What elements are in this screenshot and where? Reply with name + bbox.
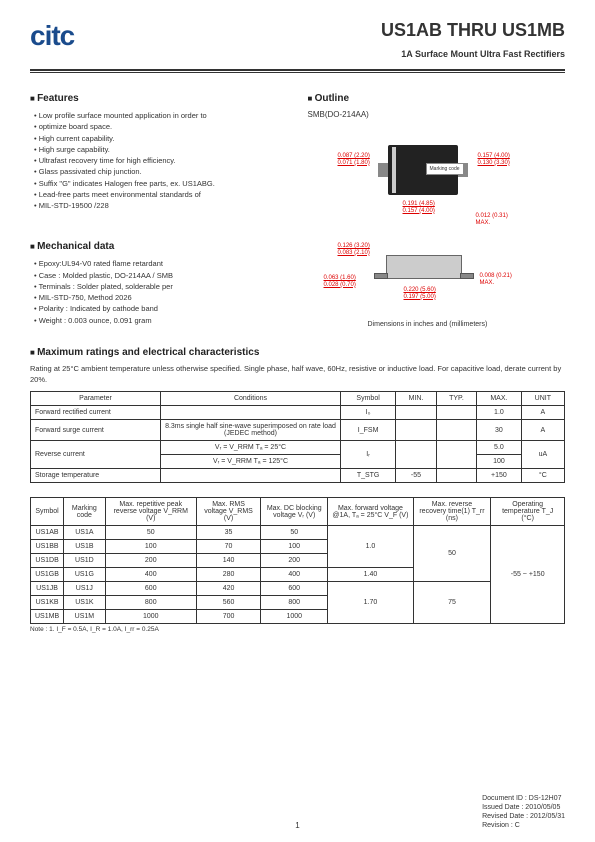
document-subtitle: 1A Surface Mount Ultra Fast Rectifiers	[381, 49, 565, 59]
features-heading: Features	[30, 93, 288, 104]
ratings-table: Parameter Conditions Symbol MIN. TYP. MA…	[30, 391, 565, 483]
document-footer: Document ID : DS-12H07 Issued Date : 201…	[482, 794, 565, 830]
col-header: MIN.	[396, 392, 437, 406]
feature-item: High surge capability.	[34, 144, 288, 155]
feature-item: MIL-STD-19500 /228	[34, 200, 288, 211]
col-header: MAX.	[477, 392, 522, 406]
table-row: US1ABUS1A5035501.050-55 ~ +150	[31, 526, 565, 540]
table-row: Forward rectified currentI₀1.0A	[31, 406, 565, 420]
revision: Revision : C	[482, 821, 565, 830]
page-number: 1	[295, 821, 299, 830]
company-logo: citc	[30, 20, 74, 52]
document-title: US1AB THRU US1MB	[381, 20, 565, 41]
mech-item: Epoxy:UL94-V0 rated flame retardant	[34, 258, 288, 269]
outline-heading: Outline	[308, 93, 566, 104]
parts-table: Symbol Marking code Max. repetitive peak…	[30, 497, 565, 624]
marking-label: Marking code	[426, 163, 464, 175]
mech-item: Polarity : Indicated by cathode band	[34, 303, 288, 314]
table-row: Reverse currentVᵣ = V_RRM Tₐ = 25°CIᵣ5.0…	[31, 441, 565, 455]
parts-note: Note : 1. I_F = 0.5A, I_R = 1.0A, I_rr =…	[30, 626, 565, 633]
feature-item: Glass passivated chip junction.	[34, 166, 288, 177]
mech-item: Case : Molded plastic, DO-214AA / SMB	[34, 270, 288, 281]
col-header: Operating temperature T_J (°C)	[491, 498, 565, 526]
col-header: Max. reverse recovery time(1) T_rr (ns)	[413, 498, 491, 526]
ratings-note: Rating at 25°C ambient temperature unles…	[30, 364, 565, 385]
mechanical-heading: Mechanical data	[30, 241, 288, 252]
header-subdivider	[30, 72, 565, 73]
feature-item: Ultrafast recovery time for high efficie…	[34, 155, 288, 166]
feature-item: optimize board space.	[34, 121, 288, 132]
feature-item: Suffix "G" indicates Halogen free parts,…	[34, 178, 288, 189]
col-header: Marking code	[64, 498, 105, 526]
col-header: Parameter	[31, 392, 161, 406]
feature-item: Low profile surface mounted application …	[34, 110, 288, 121]
header-divider	[30, 69, 565, 71]
feature-item: High current capability.	[34, 133, 288, 144]
col-header: Conditions	[161, 392, 341, 406]
issued-date: Issued Date : 2010/05/05	[482, 803, 565, 812]
col-header: TYP.	[436, 392, 476, 406]
features-list: Low profile surface mounted application …	[30, 110, 288, 211]
package-diagram: Marking code 0.087 (2.20)0.071 (1.80) 0.…	[308, 125, 548, 335]
table-row: US1JBUS1J6004206001.7075	[31, 582, 565, 596]
ratings-heading: Maximum ratings and electrical character…	[30, 347, 565, 358]
col-header: UNIT	[521, 392, 564, 406]
package-type: SMB(DO-214AA)	[308, 110, 566, 119]
table-row: Forward surge current8.3ms single half s…	[31, 420, 565, 441]
mech-item: Weight : 0.003 ounce, 0.091 gram	[34, 315, 288, 326]
dimension-note: Dimensions in inches and (millimeters)	[368, 321, 488, 328]
col-header: Max. RMS voltage V_RMS (V)	[196, 498, 260, 526]
doc-id: Document ID : DS-12H07	[482, 794, 565, 803]
feature-item: Lead-free parts meet environmental stand…	[34, 189, 288, 200]
col-header: Max. DC blocking voltage Vᵣ (V)	[261, 498, 328, 526]
col-header: Symbol	[31, 498, 64, 526]
mechanical-list: Epoxy:UL94-V0 rated flame retardant Case…	[30, 258, 288, 326]
mech-item: Terminals : Solder plated, solderable pe…	[34, 281, 288, 292]
col-header: Max. forward voltage @1A, Tₐ = 25°C V_F …	[328, 498, 413, 526]
col-header: Max. repetitive peak reverse voltage V_R…	[105, 498, 196, 526]
revised-date: Revised Date : 2012/05/31	[482, 812, 565, 821]
col-header: Symbol	[341, 392, 396, 406]
mech-item: MIL-STD-750, Method 2026	[34, 292, 288, 303]
table-row: Storage temperatureT_STG-55+150°C	[31, 469, 565, 483]
